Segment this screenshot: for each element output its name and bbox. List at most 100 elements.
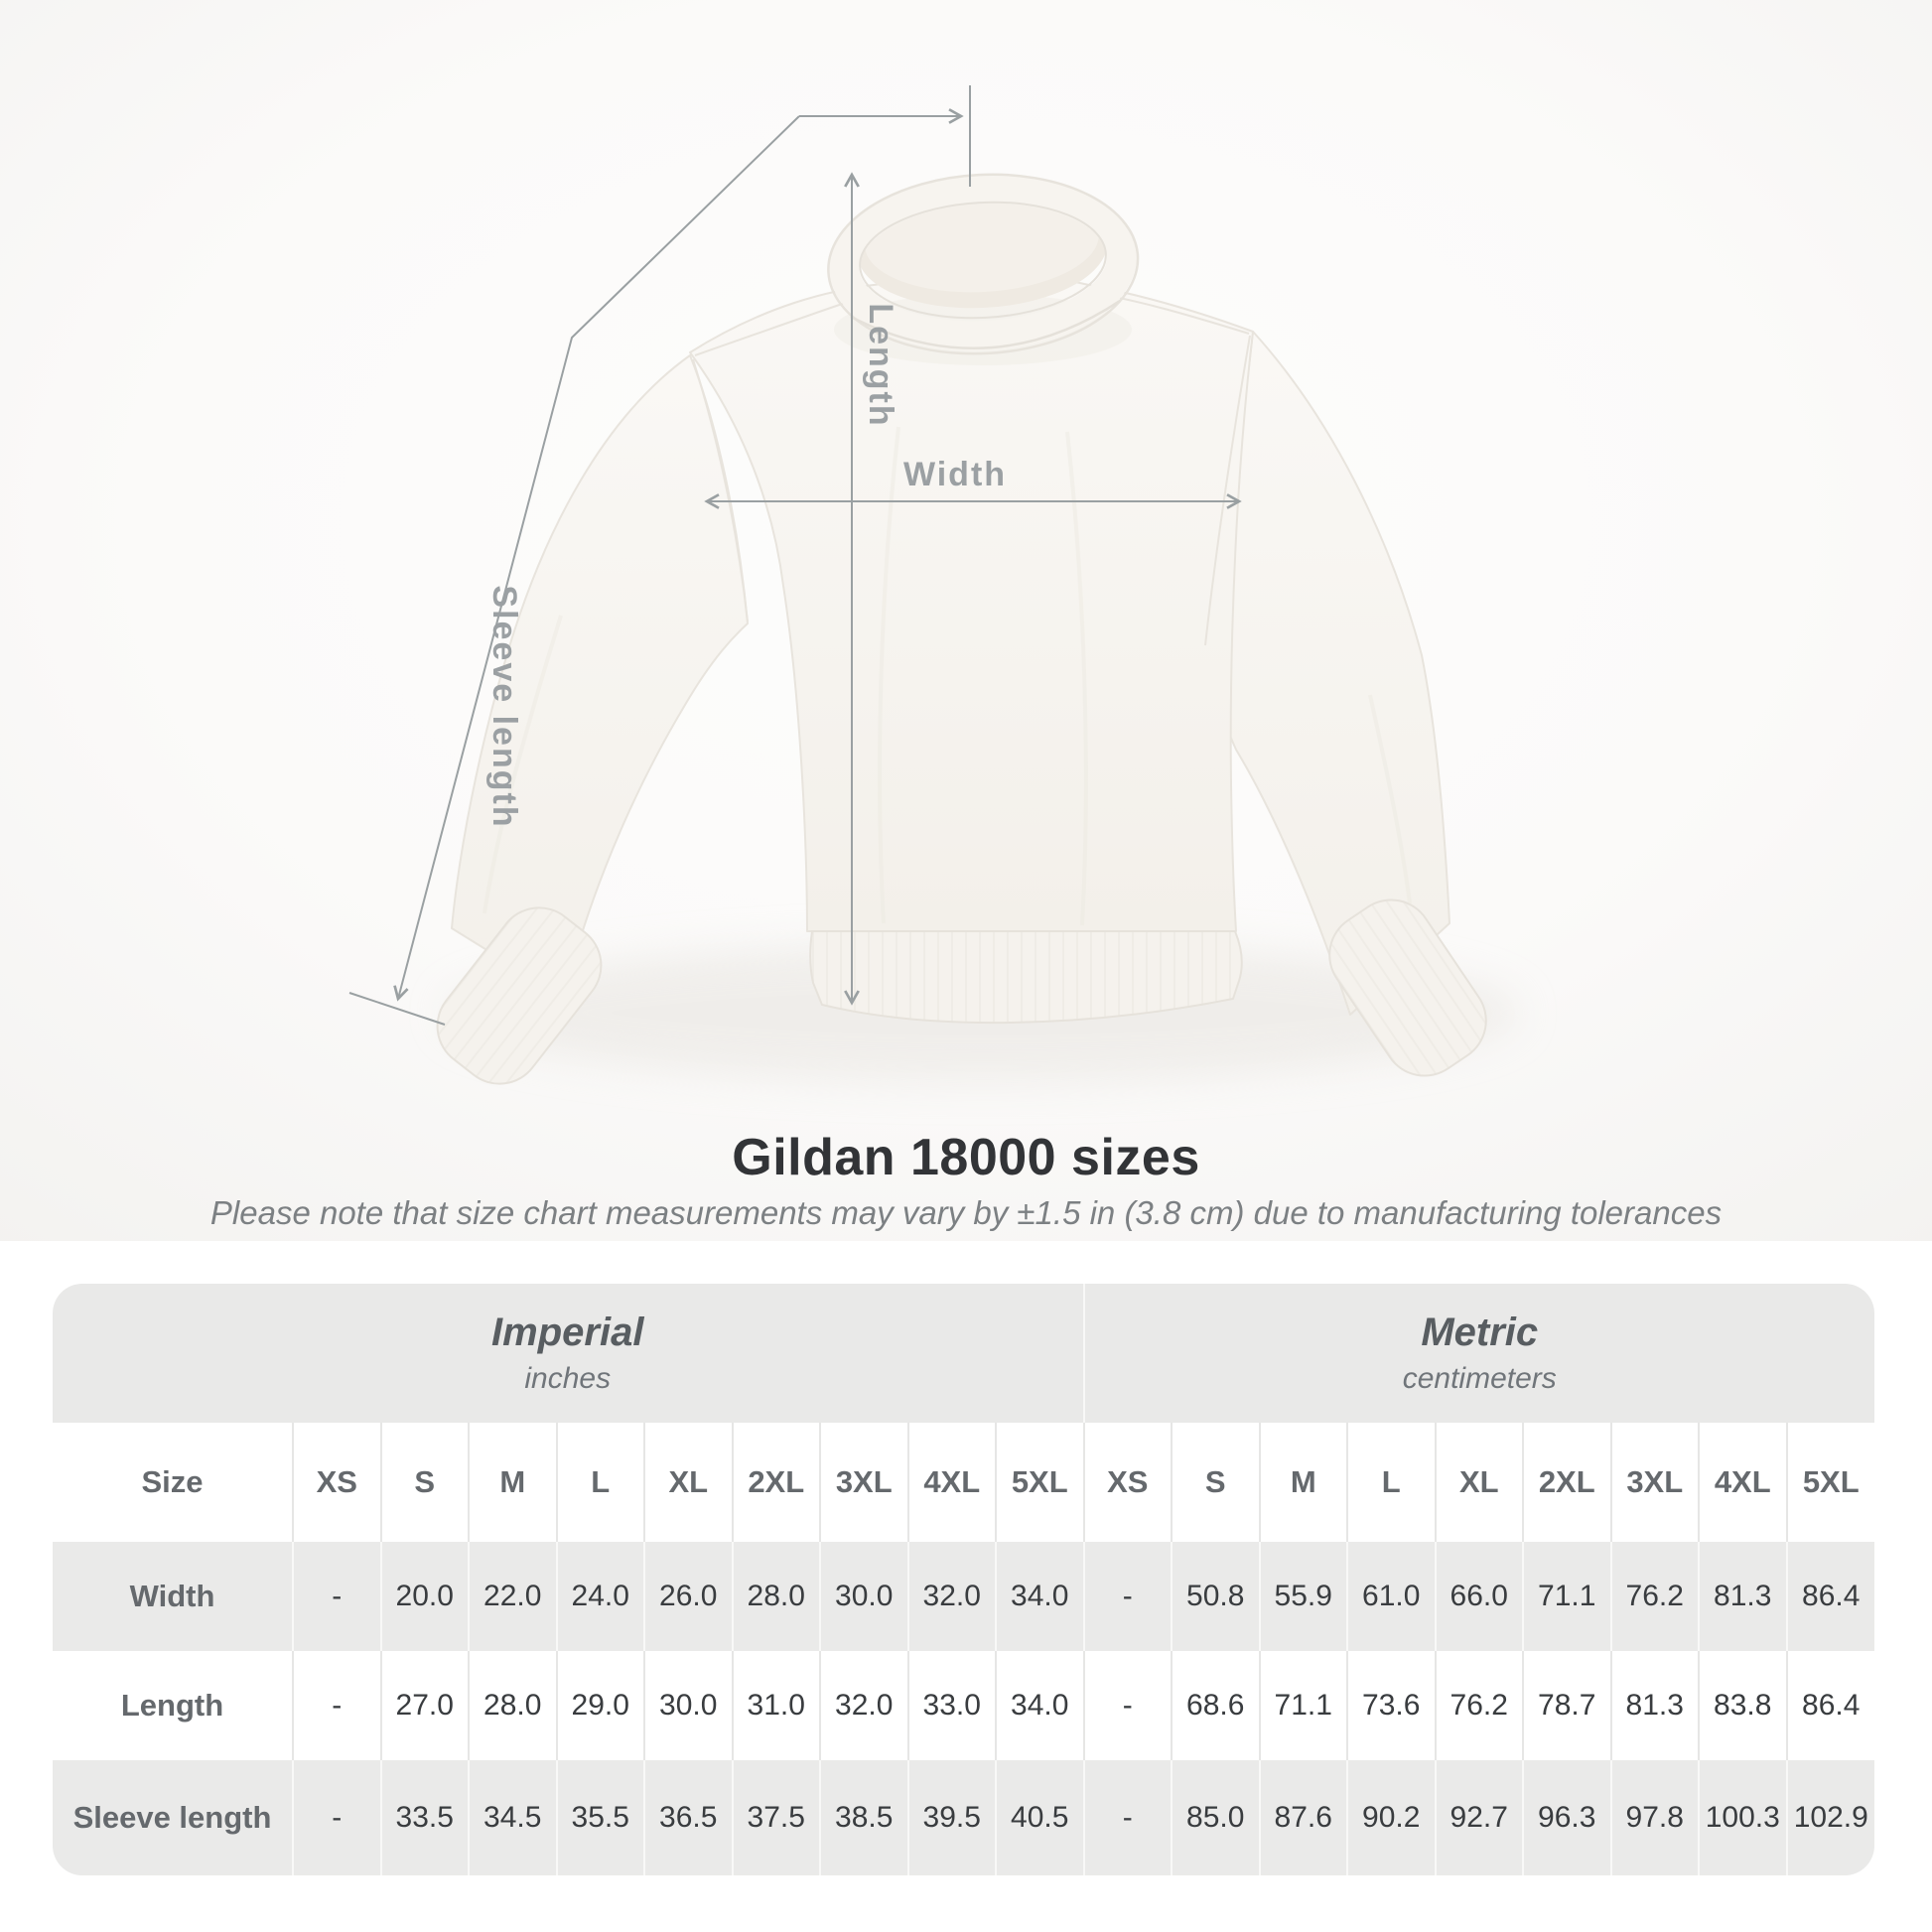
value-cell: 34.0: [995, 1651, 1084, 1760]
value-cell: 76.2: [1434, 1651, 1523, 1760]
value-cell: 55.9: [1258, 1542, 1347, 1651]
value-cell: 86.4: [1785, 1542, 1874, 1651]
size-col-imperial: L: [555, 1423, 644, 1542]
value-cell: 78.7: [1522, 1651, 1611, 1760]
size-col-metric: S: [1171, 1423, 1260, 1542]
value-cell: -: [292, 1651, 381, 1760]
size-col-metric: 2XL: [1522, 1423, 1611, 1542]
value-cell: 27.0: [379, 1651, 469, 1760]
sleeve-length-line: [393, 115, 800, 1002]
value-cell: 26.0: [643, 1542, 733, 1651]
value-cell: 92.7: [1434, 1760, 1523, 1875]
size-col-imperial: XS: [292, 1423, 381, 1542]
value-cell: 30.0: [643, 1651, 733, 1760]
value-cell: 40.5: [995, 1760, 1084, 1875]
size-col-imperial: M: [468, 1423, 557, 1542]
size-table: Imperial inches Metric centimeters Size …: [53, 1284, 1874, 1875]
table-row-length: Length - 27.0 28.0 29.0 30.0 31.0 32.0 3…: [53, 1651, 1874, 1760]
sweatshirt-diagram: Length Width Sleeve length: [0, 0, 1932, 1241]
value-cell: 33.0: [906, 1651, 996, 1760]
value-cell: 31.0: [731, 1651, 820, 1760]
metric-sublabel: centimeters: [1402, 1362, 1557, 1395]
collar: [827, 173, 1140, 355]
value-cell: 24.0: [555, 1542, 644, 1651]
value-cell: 81.3: [1698, 1542, 1787, 1651]
value-cell: -: [1082, 1542, 1172, 1651]
value-cell: 22.0: [468, 1542, 557, 1651]
imperial-label: Imperial: [491, 1311, 644, 1354]
size-col-metric: 5XL: [1785, 1423, 1874, 1542]
imperial-band: Imperial inches: [53, 1284, 1084, 1423]
width-label: Width: [903, 456, 1007, 493]
table-row-width: Width - 20.0 22.0 24.0 26.0 28.0 30.0 32…: [53, 1542, 1874, 1651]
value-cell: 38.5: [819, 1760, 908, 1875]
value-cell: 83.8: [1698, 1651, 1787, 1760]
value-cell: 28.0: [731, 1542, 820, 1651]
size-col-imperial: 2XL: [731, 1423, 820, 1542]
value-cell: 100.3: [1698, 1760, 1787, 1875]
size-col-imperial: XL: [643, 1423, 733, 1542]
waistband: [809, 930, 1243, 1025]
value-cell: 90.2: [1346, 1760, 1436, 1875]
value-cell: 102.9: [1785, 1760, 1874, 1875]
value-cell: 37.5: [731, 1760, 820, 1875]
dimension-lines: [348, 85, 1242, 1026]
size-col-imperial: 5XL: [995, 1423, 1084, 1542]
value-cell: -: [292, 1542, 381, 1651]
value-cell: 34.5: [468, 1760, 557, 1875]
sleeve-end-tick: [348, 992, 446, 1026]
size-col-imperial: S: [379, 1423, 469, 1542]
value-cell: 32.0: [819, 1651, 908, 1760]
value-cell: 61.0: [1346, 1542, 1436, 1651]
product-photo: Length Width Sleeve length: [0, 0, 1932, 1241]
row-label: Width: [53, 1542, 293, 1651]
size-col-metric: L: [1346, 1423, 1436, 1542]
row-label: Length: [120, 1688, 224, 1723]
value-cell: 81.3: [1609, 1651, 1699, 1760]
value-cell: 29.0: [555, 1651, 644, 1760]
value-cell: 39.5: [906, 1760, 996, 1875]
value-cell: 32.0: [906, 1542, 996, 1651]
value-cell: 68.6: [1171, 1651, 1260, 1760]
table-row-sleeve-length: Sleeve length - 33.5 34.5 35.5 36.5 37.5…: [53, 1760, 1874, 1875]
size-col-metric: XS: [1082, 1423, 1172, 1542]
value-cell: 34.0: [995, 1542, 1084, 1651]
left-cuff: [436, 906, 603, 1085]
value-cell: 20.0: [379, 1542, 469, 1651]
tolerance-note: Please note that size chart measurements…: [209, 1194, 1723, 1231]
value-cell: 85.0: [1171, 1760, 1260, 1875]
value-cell: 71.1: [1522, 1542, 1611, 1651]
length-label: Length: [862, 303, 899, 427]
value-cell: 36.5: [643, 1760, 733, 1875]
row-label: Sleeve length: [53, 1760, 293, 1875]
size-header: Size: [141, 1464, 204, 1499]
value-cell: 96.3: [1522, 1760, 1611, 1875]
value-cell: 76.2: [1609, 1542, 1699, 1651]
unit-band-row: Imperial inches Metric centimeters: [53, 1284, 1874, 1423]
size-col-metric: 4XL: [1698, 1423, 1787, 1542]
sleeve-length-label: Sleeve length: [485, 585, 523, 828]
size-table-grid: Imperial inches Metric centimeters Size …: [53, 1284, 1874, 1875]
value-cell: 35.5: [555, 1760, 644, 1875]
value-cell: 87.6: [1258, 1760, 1347, 1875]
value-cell: 86.4: [1785, 1651, 1874, 1760]
value-cell: -: [292, 1760, 381, 1875]
right-cuff: [1328, 898, 1487, 1077]
value-cell: 30.0: [819, 1542, 908, 1651]
size-col-imperial: 3XL: [819, 1423, 908, 1542]
value-cell: -: [1082, 1651, 1172, 1760]
value-cell: 73.6: [1346, 1651, 1436, 1760]
value-cell: 33.5: [379, 1760, 469, 1875]
value-cell: 28.0: [468, 1651, 557, 1760]
imperial-sublabel: inches: [524, 1362, 612, 1395]
page-title: Gildan 18000 sizes: [732, 1129, 1200, 1186]
value-cell: -: [1082, 1760, 1172, 1875]
value-cell: 97.8: [1609, 1760, 1699, 1875]
value-cell: 71.1: [1258, 1651, 1347, 1760]
value-cell: 50.8: [1171, 1542, 1260, 1651]
metric-label: Metric: [1421, 1311, 1539, 1354]
size-col-metric: XL: [1434, 1423, 1523, 1542]
size-col-metric: M: [1258, 1423, 1347, 1542]
size-col-imperial: 4XL: [906, 1423, 996, 1542]
